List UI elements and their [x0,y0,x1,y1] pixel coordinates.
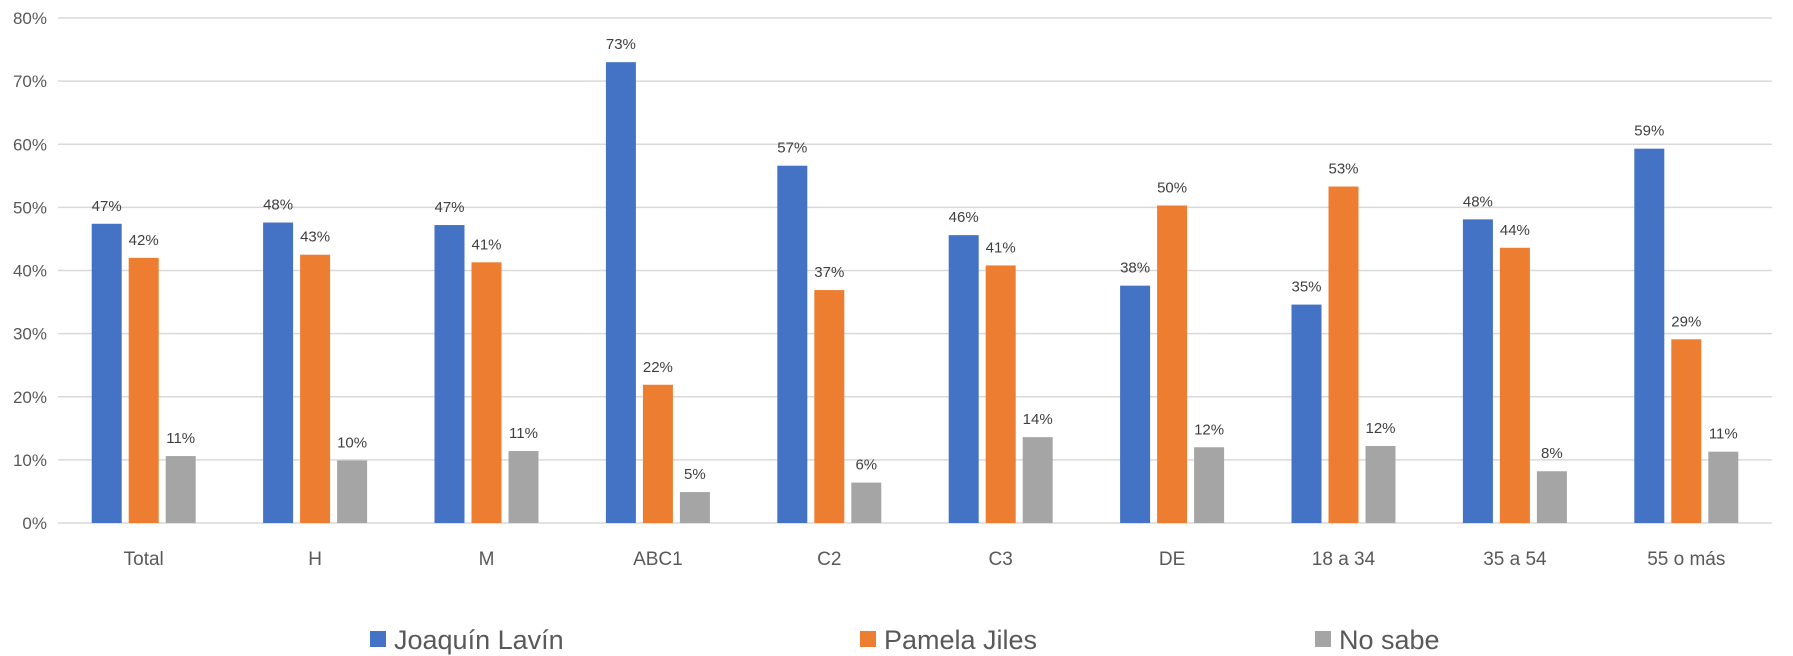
x-tick-label: H [308,549,322,570]
data-label: 59% [1634,123,1664,140]
bar [434,225,465,524]
y-tick-label: 20% [13,388,47,407]
x-tick-label: DE [1159,549,1185,570]
data-label: 43% [300,229,330,246]
data-label: 10% [337,435,367,452]
x-tick-label: 55 o más [1647,549,1725,570]
bar [1022,437,1053,523]
x-axis-tick-labels: Total H M ABC1 C2 C3 DE 18 a 34 35 a 54 55 o más [124,549,1726,570]
data-label: 12% [1194,421,1224,438]
gridlines [58,17,1772,524]
y-axis-tick-labels: 0% 10% 20% 30% 40% 50% 60% 70% 80% [13,9,47,533]
data-label: 14% [1023,411,1053,428]
data-label: 44% [1500,222,1530,239]
y-tick-label: 60% [13,135,47,154]
data-label: 42% [129,232,159,249]
bar [851,482,882,523]
bar [1708,451,1739,523]
y-tick-label: 80% [13,9,47,28]
bar [777,165,808,523]
bars [91,62,1739,524]
data-label: 12% [1365,420,1395,437]
legend-swatch [860,631,876,647]
bar [679,492,710,523]
data-label: 38% [1120,260,1150,277]
data-label: 48% [1463,193,1493,210]
bar [1536,471,1567,523]
legend-swatch [1315,631,1331,647]
data-label: 73% [606,36,636,53]
data-label: 41% [471,236,501,253]
bar [1499,247,1530,523]
x-tick-label: 18 a 34 [1312,549,1376,570]
data-label: 47% [434,199,464,216]
bar [1634,148,1665,523]
bar [1194,447,1225,523]
bar [263,222,294,523]
data-label: 6% [855,457,877,474]
data-label: 57% [777,140,807,157]
bar [300,254,331,523]
bar [948,235,979,523]
data-labels: 47% 42% 11% 48% 43% 10% 47% 41% 11% 73% 22% 5% 57% 37… [92,36,1738,483]
data-label: 53% [1328,161,1358,178]
bar [337,460,368,523]
bar [1365,445,1396,523]
y-tick-label: 70% [13,72,47,91]
y-tick-label: 0% [22,514,47,533]
bar [91,223,122,523]
data-label: 46% [949,209,979,226]
data-label: 48% [263,197,293,214]
x-tick-label: M [479,549,495,570]
bar [1671,339,1702,523]
data-label: 47% [92,198,122,215]
data-label: 35% [1291,279,1321,296]
data-label: 11% [1709,426,1738,443]
data-label: 22% [643,359,673,376]
data-label: 41% [986,239,1016,256]
data-label: 37% [814,264,844,281]
bar [1328,186,1359,523]
x-tick-label: 35 a 54 [1483,549,1547,570]
x-tick-label: Total [124,549,164,570]
legend-swatch [370,631,386,647]
legend-label: Pamela Jiles [884,625,1037,655]
data-label: 50% [1157,179,1187,196]
legend-label: No sabe [1339,625,1440,655]
bar [1291,304,1322,523]
y-tick-label: 10% [13,451,47,470]
bar [471,262,502,523]
x-tick-label: C3 [989,549,1013,570]
y-tick-label: 40% [13,262,47,281]
bar [1157,205,1188,523]
data-label: 5% [684,466,706,483]
legend-label: Joaquín Lavín [394,625,564,655]
bar [642,384,673,523]
bar [508,451,539,523]
bar [165,456,196,523]
bar [985,265,1016,523]
bar [814,290,845,523]
x-tick-label: C2 [817,549,841,570]
data-label: 11% [166,430,195,447]
y-tick-label: 30% [13,325,47,344]
legend: Joaquín Lavín Pamela Jiles No sabe [370,625,1440,655]
data-label: 8% [1541,445,1563,462]
x-tick-label: ABC1 [633,549,683,570]
bar [605,62,636,523]
bar [128,257,159,523]
data-label: 11% [509,425,538,442]
data-label: 29% [1671,313,1701,330]
y-tick-label: 50% [13,198,47,217]
bar [1120,285,1151,523]
bar [1462,219,1493,523]
